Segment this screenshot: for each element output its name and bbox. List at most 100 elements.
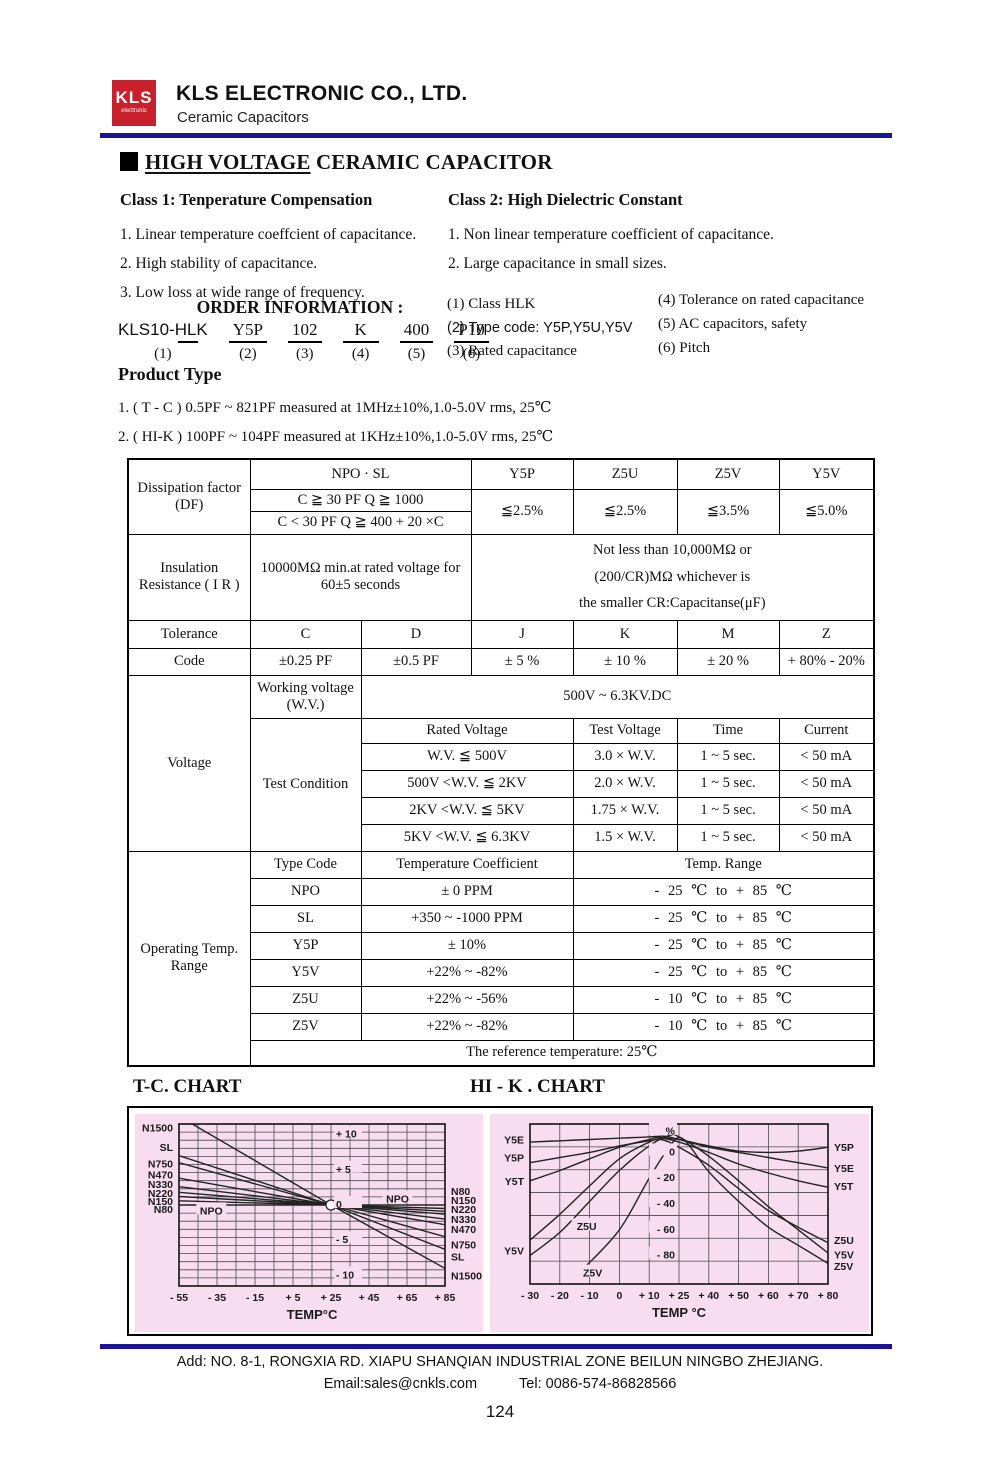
order-code-text: KLS10-HLK: [118, 320, 208, 339]
voltage-time: 1 ~ 5 sec.: [676, 823, 780, 852]
svg-text:SL: SL: [160, 1142, 174, 1154]
op-type-code: Y5V: [249, 958, 362, 987]
svg-text:- 35: - 35: [208, 1292, 226, 1304]
product-type-item: 2. ( HI-K ) 100PF ~ 104PF measured at 1K…: [118, 429, 554, 445]
order-code-part: 400 (5): [399, 320, 434, 363]
op-range: - 10 ℃ to + 85 ℃: [572, 985, 875, 1014]
df-row-label: Dissipation factor (DF): [127, 458, 251, 535]
order-note: (4) Tolerance on rated capacitance: [658, 292, 865, 308]
op-coef: ± 0 PPM: [360, 877, 574, 906]
voltage-test: 1.5 × W.V.: [572, 823, 678, 852]
class1-item: 1. Linear temperature coeffcient of capa…: [120, 226, 417, 243]
svg-text:Y5P: Y5P: [504, 1153, 524, 1165]
voltage-current: < 50 mA: [778, 742, 875, 771]
svg-text:N80: N80: [154, 1204, 173, 1216]
df-col-header: Y5P: [470, 458, 574, 490]
voltage-rated: 2KV <W.V. ≦ 5KV: [360, 796, 574, 825]
order-code-part: P10 (6): [454, 320, 489, 363]
tolerance-value: J: [470, 619, 574, 649]
df-value: ≦3.5%: [676, 488, 780, 535]
svg-text:+ 25: + 25: [669, 1290, 690, 1302]
svg-text:N80: N80: [451, 1186, 470, 1198]
page-number: 124: [485, 1402, 515, 1421]
kls-logo: KLS electronic: [112, 80, 156, 126]
svg-text:TEMP°C: TEMP°C: [287, 1307, 338, 1322]
class1-item: 3. Low loss at wide range of frequency.: [120, 284, 365, 301]
company-subtitle: Ceramic Capacitors: [177, 109, 309, 126]
tolerance-value: Z: [778, 619, 875, 649]
op-coef: ± 10%: [360, 931, 574, 960]
product-type-heading: Product Type: [118, 364, 222, 384]
op-type-code: Z5U: [249, 985, 362, 1014]
svg-text:+ 85: + 85: [435, 1292, 456, 1304]
svg-text:0: 0: [669, 1146, 675, 1158]
voltage-current: < 50 mA: [778, 823, 875, 852]
op-coef: +350 ~ -1000 PPM: [360, 904, 574, 933]
tolerance-value: C: [249, 619, 362, 649]
page-title: HIGH VOLTAGE CERAMIC CAPACITOR: [120, 150, 553, 175]
footer-tel: Tel: 0086-574-86828566: [519, 1376, 677, 1392]
header-rule: [100, 133, 892, 138]
ir-row-label: Insulation Resistance ( I R ): [127, 533, 251, 621]
voltage-time: 1 ~ 5 sec.: [676, 769, 780, 798]
wv-value: 500V ~ 6.3KV.DC: [360, 674, 875, 719]
op-type-code: Z5V: [249, 1012, 362, 1041]
svg-text:N220: N220: [451, 1204, 476, 1216]
page-title-underlined: HIGH VOLTAGE: [145, 150, 311, 174]
svg-text:- 20: - 20: [657, 1172, 675, 1184]
svg-text:SL: SL: [451, 1251, 465, 1263]
order-code-text: Y5P: [228, 320, 268, 343]
code-value: ± 20 %: [676, 647, 780, 676]
class2-item: 2. Large capacitance in small sizes.: [448, 255, 667, 272]
svg-text:+ 25: + 25: [321, 1292, 342, 1304]
df-cond2: C < 30 PF Q ≧ 400 + 20 ×C: [249, 510, 472, 535]
product-type-section: Product Type 1. ( T - C ) 0.5PF ~ 821PF …: [118, 364, 553, 456]
svg-text:Z5U: Z5U: [577, 1221, 597, 1233]
df-value: ≦2.5%: [470, 488, 574, 535]
svg-text:Y5T: Y5T: [505, 1176, 525, 1188]
class-descriptions: Class 1: Tenperature Compensation 1. Lin…: [120, 190, 890, 313]
op-type-code: Y5P: [249, 931, 362, 960]
svg-text:N150: N150: [148, 1196, 173, 1208]
page-title-rest: CERAMIC CAPACITOR: [310, 150, 553, 174]
svg-text:N330: N330: [451, 1214, 476, 1226]
order-code-num: (4): [351, 346, 370, 362]
svg-text:%: %: [666, 1126, 676, 1138]
svg-text:- 60: - 60: [657, 1224, 675, 1236]
ir-condition: 10000MΩ min.at rated voltage for 60±5 se…: [249, 533, 472, 621]
voltage-rated: 5KV <W.V. ≦ 6.3KV: [360, 823, 574, 852]
svg-text:+ 80: + 80: [818, 1290, 839, 1302]
tc-chart: + 10 + 5 0 - 5 - 10 - 55 - 35 - 15 + 5 + 25 + 45 + …: [135, 1114, 483, 1332]
svg-text:Y5E: Y5E: [504, 1134, 524, 1146]
op-range: - 10 ℃ to + 85 ℃: [572, 1012, 875, 1041]
svg-text:N1500: N1500: [142, 1123, 173, 1135]
code-value: ±0.5 PF: [360, 647, 472, 676]
voltage-time: 1 ~ 5 sec.: [676, 796, 780, 825]
svg-text:- 10: - 10: [581, 1290, 599, 1302]
op-range: - 25 ℃ to + 85 ℃: [572, 958, 875, 987]
voltage-test: 1.75 × W.V.: [572, 796, 678, 825]
order-note: (5) AC capacitors, safety: [658, 316, 808, 332]
op-range: - 25 ℃ to + 85 ℃: [572, 877, 875, 906]
order-code-num: (3): [296, 346, 314, 362]
svg-text:+ 50: + 50: [728, 1290, 749, 1302]
class1-column: Class 1: Tenperature Compensation 1. Lin…: [120, 190, 448, 313]
test-condition-label: Test Condition: [249, 717, 362, 852]
order-note: (3) Rated capacitance: [447, 343, 577, 359]
order-code-text: K: [342, 320, 379, 343]
op-type-code: SL: [249, 904, 362, 933]
svg-text:0: 0: [336, 1199, 342, 1211]
code-value: ±0.25 PF: [249, 647, 362, 676]
company-name: KLS ELECTRONIC CO., LTD.: [176, 82, 468, 105]
svg-text:Z5V: Z5V: [834, 1261, 853, 1273]
order-code: KLS10-HLK (1) Y5P (2) 102 (3) K (4) 400 …: [118, 320, 510, 363]
svg-text:NPO: NPO: [386, 1193, 409, 1205]
voltage-rated: W.V. ≦ 500V: [360, 742, 574, 771]
svg-text:- 40: - 40: [657, 1198, 675, 1210]
svg-text:+ 10: + 10: [336, 1129, 357, 1141]
order-note: (1) Class HLK: [447, 296, 536, 312]
footer-address: Add: NO. 8-1, RONGXIA RD. XIAPU SHANQIAN…: [176, 1354, 824, 1370]
svg-text:Z5U: Z5U: [834, 1235, 854, 1247]
